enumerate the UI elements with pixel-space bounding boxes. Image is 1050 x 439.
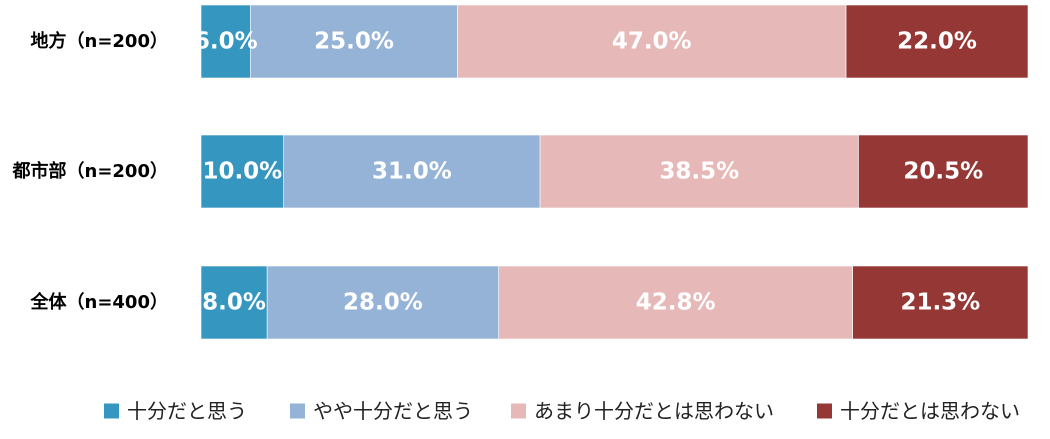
legend-swatch-1 bbox=[290, 403, 305, 419]
category-label-0: 地方（n=200） bbox=[31, 30, 168, 52]
data-label-2-2: 42.8% bbox=[636, 290, 716, 316]
category-labels: 地方（n=200） 都市部（n=200） 全体（n=400） bbox=[12, 30, 168, 313]
data-label-0-0: 6.0% bbox=[194, 29, 258, 55]
legend-label-0: 十分だと思う bbox=[127, 399, 247, 423]
category-label-1: 都市部（n=200） bbox=[12, 160, 168, 182]
bar-segment-0-2 bbox=[457, 4, 847, 79]
bar-segment-0-1 bbox=[250, 4, 458, 79]
bar-segment-1-3 bbox=[858, 134, 1029, 209]
data-label-2-1: 28.0% bbox=[343, 290, 423, 316]
legend-label-2: あまり十分だとは思わない bbox=[534, 399, 774, 423]
data-label-1-1: 31.0% bbox=[372, 159, 452, 185]
bar-segment-2-3 bbox=[852, 265, 1029, 340]
data-label-0-3: 22.0% bbox=[897, 29, 977, 55]
data-label-0-2: 47.0% bbox=[612, 29, 692, 55]
legend-swatch-0 bbox=[104, 403, 119, 419]
legend-swatch-2 bbox=[511, 403, 526, 419]
bar-segment-0-3 bbox=[845, 4, 1029, 79]
data-label-2-3: 21.3% bbox=[900, 290, 980, 316]
bars bbox=[200, 4, 1029, 340]
legend: 十分だと思う やや十分だと思う あまり十分だとは思わない 十分だとは思わない bbox=[104, 399, 1020, 423]
data-label-1-3: 20.5% bbox=[903, 159, 983, 185]
legend-label-1: やや十分だと思う bbox=[313, 399, 473, 423]
bar-segment-2-0 bbox=[200, 265, 268, 340]
bar-segment-1-1 bbox=[283, 134, 541, 209]
bar-segment-1-2 bbox=[539, 134, 859, 209]
bar-segment-2-1 bbox=[266, 265, 500, 340]
legend-label-3: 十分だとは思わない bbox=[840, 399, 1020, 423]
data-label-0-1: 25.0% bbox=[314, 29, 394, 55]
data-labels: 6.0% 25.0% 47.0% 22.0% 10.0% 31.0% 38.5% 20.5% 8… bbox=[194, 29, 983, 316]
category-label-2: 全体（n=400） bbox=[30, 291, 168, 313]
bar-segment-0-0 bbox=[200, 4, 251, 79]
bar-segment-1-0 bbox=[200, 134, 284, 209]
data-label-1-2: 38.5% bbox=[659, 159, 739, 185]
legend-swatch-3 bbox=[817, 403, 832, 419]
data-label-1-0: 10.0% bbox=[202, 159, 282, 185]
data-label-2-0: 8.0% bbox=[202, 290, 266, 316]
